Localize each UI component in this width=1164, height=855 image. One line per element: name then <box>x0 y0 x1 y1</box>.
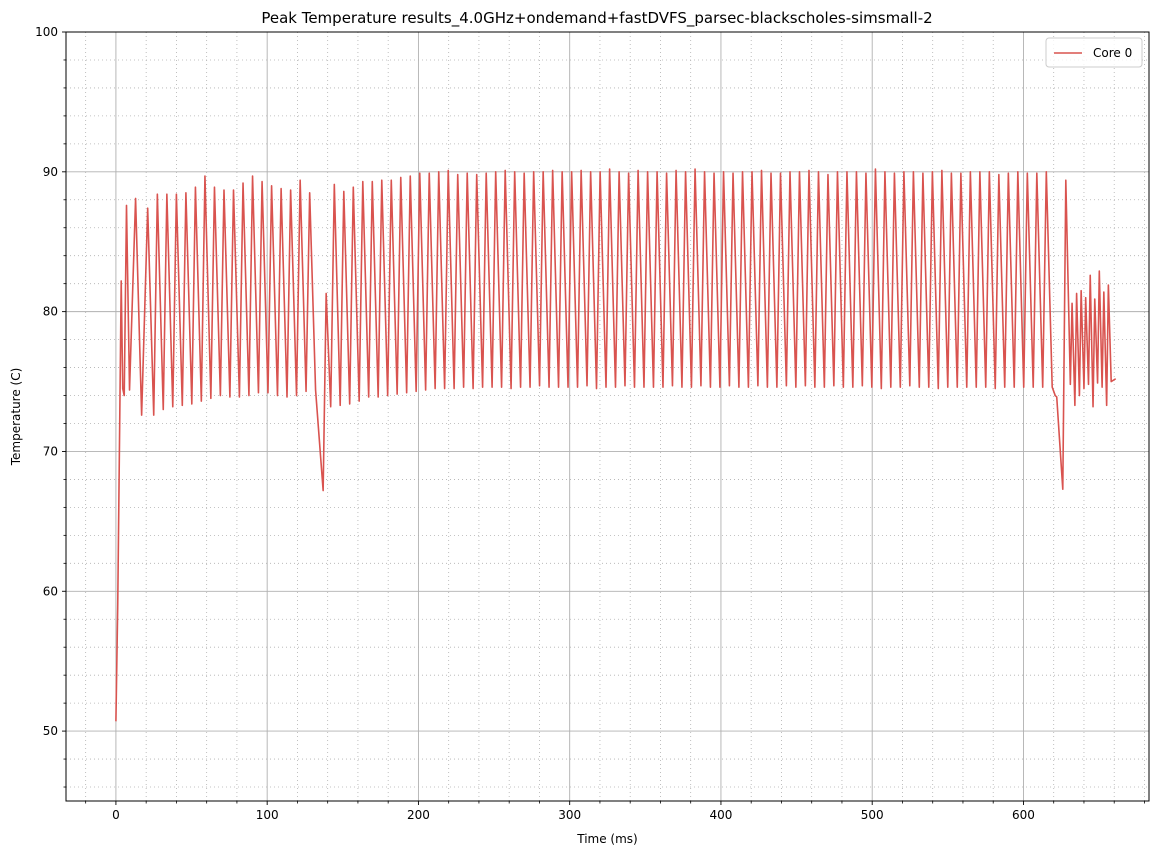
y-axis: 50 60 70 80 90 100 <box>35 25 66 788</box>
y-tick-label: 50 <box>43 724 58 738</box>
minor-grid <box>66 32 1149 801</box>
x-axis-title: Time (ms) <box>576 832 638 846</box>
x-tick-label: 300 <box>558 808 581 822</box>
legend-box <box>1045 37 1143 68</box>
y-tick-label: 80 <box>43 305 58 319</box>
x-axis: 0 100 200 300 400 500 600 <box>85 801 1145 822</box>
x-tick-label: 0 <box>112 808 120 822</box>
y-tick-label: 100 <box>35 25 58 39</box>
y-tick-label: 70 <box>43 444 58 458</box>
series-line-core-0 <box>115 168 1117 722</box>
legend-label-core-0: Core 0 <box>1093 46 1132 60</box>
x-tick-label: 500 <box>861 808 884 822</box>
x-tick-label: 200 <box>407 808 430 822</box>
x-tick-label: 400 <box>709 808 732 822</box>
y-axis-title: Temperature (C) <box>9 368 23 467</box>
y-tick-label: 90 <box>43 165 58 179</box>
x-tick-label: 100 <box>256 808 279 822</box>
y-tick-label: 60 <box>43 584 58 598</box>
plot-area-frame <box>65 31 1150 802</box>
legend: Core 0 <box>1045 37 1143 68</box>
x-tick-label: 600 <box>1012 808 1035 822</box>
chart-title: Peak Temperature results_4.0GHz+ondemand… <box>261 9 932 28</box>
